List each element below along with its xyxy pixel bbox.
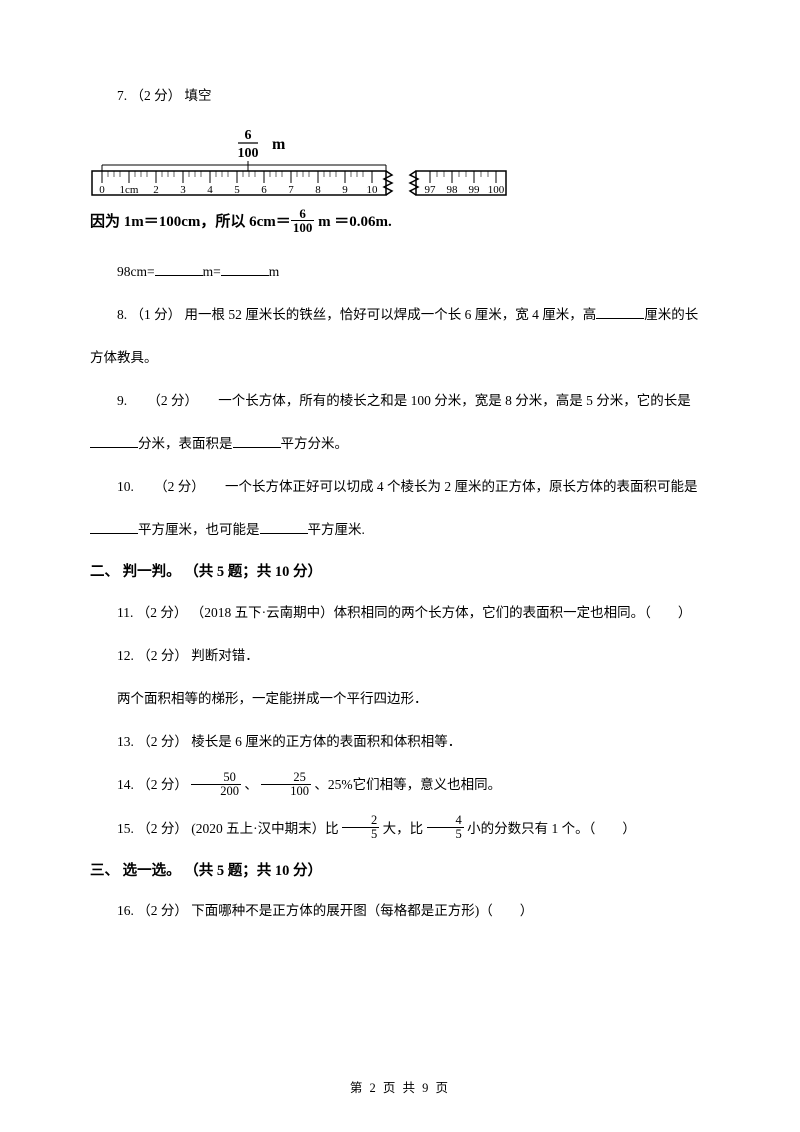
question-8-cont: 方体教具。 bbox=[90, 342, 710, 373]
q9-c2: 平方分米。 bbox=[281, 436, 349, 451]
question-10: 10. （2 分） 一个长方体正好可以切成 4 个棱长为 2 厘米的正方体，原长… bbox=[90, 471, 710, 502]
question-14: 14. （2 分） 50200 、 25100 、25%它们相等，意义也相同。 bbox=[90, 769, 710, 800]
question-15: 15. （2 分） (2020 五上·汉中期末）比 25 大，比 45 小的分数… bbox=[90, 813, 710, 844]
section-2-head: 二、 判一判。 （共 5 题；共 10 分） bbox=[90, 557, 710, 589]
q10-t1: 10. （2 分） 一个长方体正好可以切成 4 个棱长为 2 厘米的正方体，原长… bbox=[117, 479, 698, 494]
svg-text:10: 10 bbox=[367, 184, 379, 196]
q8-t1: 8. （1 分） 用一根 52 厘米长的铁丝，恰好可以焊成一个长 6 厘米，宽 … bbox=[117, 307, 596, 322]
question-7b: 98cm= m= m bbox=[90, 256, 710, 287]
formula-post: m ＝0.06m. bbox=[314, 214, 392, 230]
page-footer: 第 2 页 共 9 页 bbox=[90, 1077, 710, 1096]
q9-t1: 9. （2 分） 一个长方体，所有的棱长之和是 100 分米，宽是 8 分米，高… bbox=[117, 393, 691, 408]
formula-line: 因为 1m＝100cm，所以 6cm＝6100 m ＝0.06m. bbox=[90, 209, 710, 236]
question-9-cont: 分米，表面积是 平方分米。 bbox=[90, 428, 710, 459]
question-16: 16. （2 分） 下面哪种不是正方体的展开图（每格都是正方形)（ ） bbox=[90, 895, 710, 926]
svg-text:3: 3 bbox=[180, 184, 186, 196]
svg-text:m: m bbox=[272, 136, 286, 153]
svg-text:4: 4 bbox=[207, 184, 213, 196]
q7b-pre: 98cm= bbox=[117, 264, 155, 279]
svg-text:7: 7 bbox=[288, 184, 294, 196]
formula-frac: 6100 bbox=[291, 207, 315, 234]
q15-frac1: 25 bbox=[342, 814, 379, 840]
question-10-cont: 平方厘米，也可能是 平方厘米. bbox=[90, 514, 710, 545]
blank[interactable] bbox=[221, 262, 269, 277]
q8-t2: 厘米的长 bbox=[644, 307, 698, 322]
blank[interactable] bbox=[260, 520, 308, 535]
question-7: 7. （2 分） 填空 bbox=[90, 80, 710, 111]
section-3-head: 三、 选一选。 （共 5 题；共 10 分） bbox=[90, 856, 710, 888]
svg-text:100: 100 bbox=[238, 146, 259, 161]
svg-text:98: 98 bbox=[447, 184, 459, 196]
svg-text:8: 8 bbox=[315, 184, 321, 196]
q14-frac1: 50200 bbox=[191, 771, 241, 797]
formula-pre: 因为 1m＝100cm，所以 6cm＝ bbox=[90, 214, 291, 230]
question-12: 12. （2 分） 判断对错． bbox=[90, 640, 710, 671]
q15-post: 小的分数只有 1 个。（ ） bbox=[467, 821, 636, 836]
svg-text:6: 6 bbox=[245, 128, 252, 143]
blank[interactable] bbox=[155, 262, 203, 277]
blank[interactable] bbox=[90, 520, 138, 535]
q14-post: 、25%它们相等，意义也相同。 bbox=[314, 777, 501, 792]
question-12-body: 两个面积相等的梯形，一定能拼成一个平行四边形． bbox=[90, 683, 710, 714]
q14-frac2: 25100 bbox=[261, 771, 311, 797]
blank[interactable] bbox=[233, 434, 281, 449]
page: 7. （2 分） 填空 6 100 m bbox=[0, 0, 800, 1132]
q15-frac2: 45 bbox=[427, 814, 464, 840]
ruler-figure: 6 100 m bbox=[90, 123, 510, 203]
svg-text:9: 9 bbox=[342, 184, 348, 196]
q15-mid: 大，比 bbox=[383, 821, 427, 836]
question-13: 13. （2 分） 棱长是 6 厘米的正方体的表面积和体积相等． bbox=[90, 726, 710, 757]
svg-text:1cm: 1cm bbox=[120, 184, 139, 196]
svg-text:6: 6 bbox=[261, 184, 267, 196]
q15-pre: 15. （2 分） (2020 五上·汉中期末）比 bbox=[117, 821, 342, 836]
q7b-suf: m bbox=[269, 264, 280, 279]
svg-text:97: 97 bbox=[425, 184, 437, 196]
q14-mid1: 、 bbox=[244, 777, 261, 792]
question-9: 9. （2 分） 一个长方体，所有的棱长之和是 100 分米，宽是 8 分米，高… bbox=[90, 385, 710, 416]
question-8: 8. （1 分） 用一根 52 厘米长的铁丝，恰好可以焊成一个长 6 厘米，宽 … bbox=[90, 299, 710, 330]
q10-c1: 平方厘米，也可能是 bbox=[138, 522, 260, 537]
svg-text:2: 2 bbox=[153, 184, 159, 196]
svg-text:99: 99 bbox=[469, 184, 481, 196]
svg-text:5: 5 bbox=[234, 184, 240, 196]
svg-text:0: 0 bbox=[99, 184, 105, 196]
svg-text:100: 100 bbox=[488, 184, 505, 196]
blank[interactable] bbox=[90, 434, 138, 449]
q10-c2: 平方厘米. bbox=[308, 522, 365, 537]
q9-c1: 分米，表面积是 bbox=[138, 436, 233, 451]
q7b-mid: m= bbox=[203, 264, 221, 279]
question-11: 11. （2 分） （2018 五下·云南期中）体积相同的两个长方体，它们的表面… bbox=[90, 597, 710, 628]
blank[interactable] bbox=[596, 305, 644, 320]
q14-pre: 14. （2 分） bbox=[117, 777, 191, 792]
